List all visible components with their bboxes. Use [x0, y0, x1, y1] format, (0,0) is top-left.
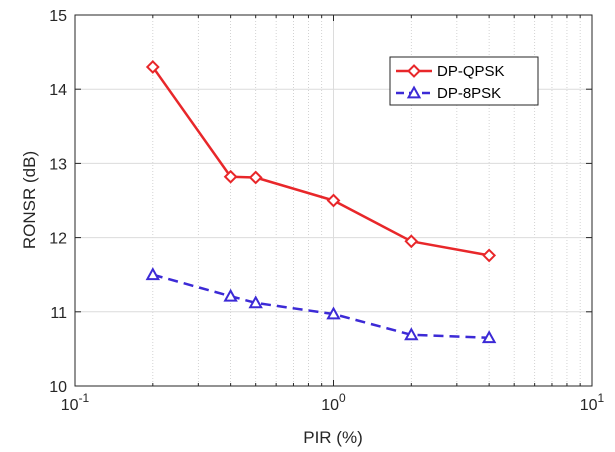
y-tick-label: 15	[49, 8, 67, 25]
data-point-0	[248, 170, 263, 185]
x-tick-label: 10-1	[61, 391, 90, 414]
data-point-0	[223, 169, 238, 184]
legend-label-1: DP-8PSK	[437, 85, 501, 102]
x-tick-label: 101	[580, 391, 605, 414]
series-markers	[145, 60, 497, 344]
y-tick-label: 11	[50, 305, 67, 322]
data-point-1	[404, 327, 419, 341]
data-point-0	[145, 60, 160, 74]
axis-ticks	[74, 14, 593, 387]
x-axis-label: PIR (%)	[303, 428, 363, 447]
y-tick-labels: 10 11 12 13 14 15	[49, 8, 67, 396]
series-line-0	[151, 66, 490, 257]
legend-marker-1	[406, 85, 422, 99]
series-line-1	[152, 273, 490, 340]
y-tick-label: 10	[49, 379, 67, 396]
y-tick-label: 12	[49, 231, 67, 248]
data-point-1	[481, 330, 497, 344]
data-point-1	[248, 295, 263, 309]
x-tick-labels: 10-1 100 101	[61, 391, 605, 414]
legend: DP-QPSK DP-8PSK	[389, 56, 539, 106]
y-tick-label: 14	[49, 82, 67, 99]
data-point-0	[482, 248, 497, 263]
y-tick-label: 13	[49, 156, 67, 173]
data-point-1	[223, 288, 238, 302]
x-tick-label: 100	[321, 391, 346, 414]
data-point-0	[326, 193, 341, 208]
legend-label-0: DP-QPSK	[437, 63, 505, 80]
y-axis-label: RONSR (dB)	[20, 151, 39, 249]
legend-marker-0	[407, 64, 421, 78]
data-point-1	[145, 267, 161, 281]
data-point-1	[326, 306, 341, 320]
series-lines	[151, 66, 490, 340]
data-point-0	[404, 234, 419, 249]
